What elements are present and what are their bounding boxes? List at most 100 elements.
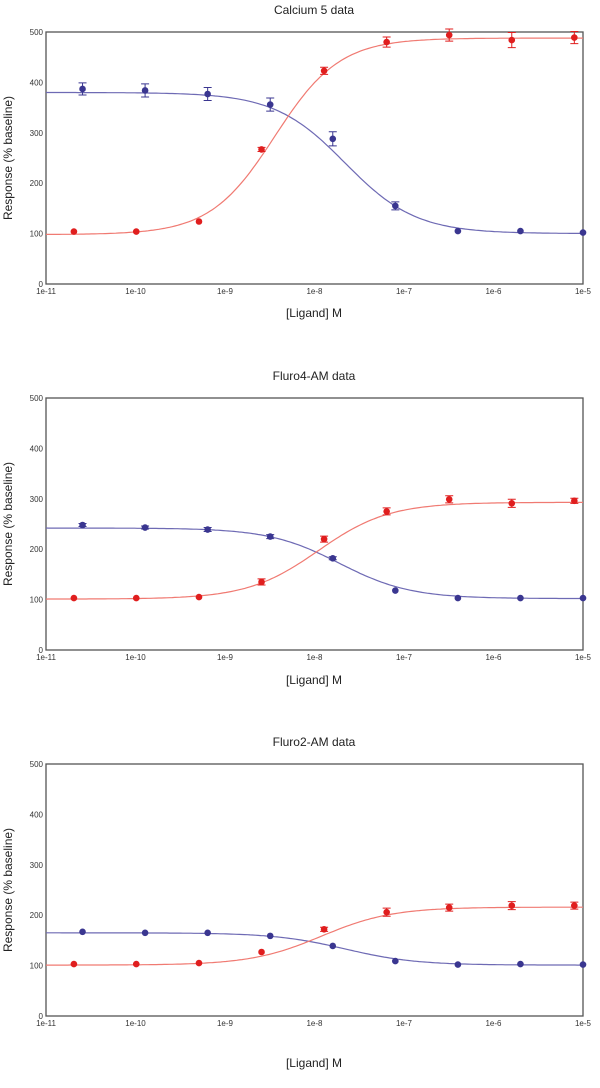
y-tick-label: 0 bbox=[39, 646, 44, 655]
y-tick-label: 400 bbox=[30, 444, 44, 453]
data-point bbox=[204, 526, 211, 533]
data-point bbox=[79, 928, 86, 936]
data-point bbox=[204, 90, 211, 98]
x-tick-label: 1e-9 bbox=[217, 287, 234, 296]
y-tick-label: 0 bbox=[39, 1012, 44, 1021]
data-point bbox=[508, 500, 516, 507]
data-point bbox=[445, 496, 453, 503]
plot-frame bbox=[45, 763, 584, 1017]
x-tick-label: 1e-8 bbox=[306, 1019, 323, 1028]
x-tick-label: 1e-8 bbox=[306, 653, 323, 662]
x-tick-label: 1e-5 bbox=[575, 653, 592, 662]
y-tick-label: 300 bbox=[30, 495, 44, 504]
data-point bbox=[517, 594, 524, 602]
y-tick-label: 500 bbox=[30, 28, 44, 37]
x-tick-label: 1e-10 bbox=[125, 287, 146, 296]
x-tick-label: 1e-10 bbox=[125, 653, 146, 662]
chart-title: Fluro2-AM data bbox=[273, 735, 356, 749]
y-tick-label: 500 bbox=[30, 760, 44, 769]
x-tick-label: 1e-7 bbox=[396, 653, 413, 662]
fit-curve bbox=[46, 932, 583, 966]
data-point bbox=[266, 101, 274, 108]
data-point bbox=[141, 929, 149, 937]
y-tick-label: 300 bbox=[30, 129, 44, 138]
data-point bbox=[320, 67, 328, 75]
data-point bbox=[258, 948, 265, 956]
x-axis-label: [Ligand] M bbox=[286, 1056, 342, 1070]
y-tick-label: 300 bbox=[30, 861, 44, 870]
data-point bbox=[141, 524, 149, 531]
y-tick-label: 200 bbox=[30, 911, 44, 920]
data-point bbox=[258, 578, 265, 586]
x-tick-label: 1e-6 bbox=[485, 287, 502, 296]
data-point bbox=[79, 85, 86, 93]
series-2 bbox=[46, 901, 583, 968]
data-point bbox=[329, 942, 337, 950]
x-tick-label: 1e-7 bbox=[396, 1019, 413, 1028]
data-point bbox=[392, 587, 399, 594]
y-tick-label: 400 bbox=[30, 78, 44, 87]
y-tick-label: 200 bbox=[30, 545, 44, 554]
data-point bbox=[132, 960, 140, 968]
x-tick-label: 1e-6 bbox=[485, 1019, 502, 1028]
fit-curve bbox=[46, 906, 583, 966]
y-tick-label: 100 bbox=[30, 962, 44, 971]
y-axis-label: Response (% baseline) bbox=[1, 462, 15, 586]
y-tick-label: 100 bbox=[30, 596, 44, 605]
y-tick-label: 100 bbox=[30, 230, 44, 239]
series-1 bbox=[46, 928, 587, 968]
series-2 bbox=[45, 495, 583, 602]
chart-title: Calcium 5 data bbox=[274, 3, 354, 17]
data-point bbox=[445, 31, 453, 39]
series-2 bbox=[46, 28, 583, 235]
chart-2: Fluro4-AM data 0 100 200 300 400 500 1e-11 1e-10… bbox=[1, 369, 592, 687]
chart-3: Fluro2-AM data 0 100 200 300 400 500 1e-11 1e-10… bbox=[1, 735, 592, 1070]
data-point bbox=[132, 228, 140, 235]
data-point bbox=[383, 508, 390, 515]
x-tick-label: 1e-7 bbox=[396, 287, 413, 296]
data-point bbox=[195, 593, 203, 601]
data-point bbox=[320, 926, 328, 933]
y-tick-label: 400 bbox=[30, 810, 44, 819]
series-1 bbox=[46, 82, 587, 236]
x-tick-label: 1e-9 bbox=[217, 1019, 234, 1028]
data-point bbox=[383, 908, 390, 916]
data-point bbox=[571, 497, 578, 505]
x-tick-label: 1e-8 bbox=[306, 287, 323, 296]
data-point bbox=[70, 228, 78, 235]
chart-title: Fluro4-AM data bbox=[273, 369, 356, 383]
data-point bbox=[132, 594, 140, 602]
x-axis-label: [Ligand] M bbox=[286, 673, 342, 687]
fit-curve bbox=[46, 91, 583, 234]
y-tick-label: 0 bbox=[39, 280, 44, 289]
data-point bbox=[517, 960, 524, 968]
data-point bbox=[571, 34, 578, 41]
fit-curve bbox=[45, 527, 583, 600]
data-point bbox=[454, 594, 462, 602]
data-point bbox=[517, 227, 524, 235]
plot-frame bbox=[45, 397, 584, 651]
x-tick-label: 1e-6 bbox=[485, 653, 502, 662]
data-point bbox=[579, 229, 587, 236]
data-point bbox=[329, 135, 337, 143]
data-point bbox=[70, 960, 78, 968]
x-tick-label: 1e-5 bbox=[575, 287, 592, 296]
data-point bbox=[258, 146, 265, 153]
data-point bbox=[141, 87, 149, 94]
data-point bbox=[392, 202, 399, 210]
y-tick-label: 200 bbox=[30, 179, 44, 188]
data-point bbox=[204, 929, 211, 937]
data-point bbox=[79, 521, 86, 529]
data-point bbox=[454, 227, 462, 235]
x-tick-label: 1e-5 bbox=[575, 1019, 592, 1028]
data-point bbox=[195, 959, 203, 967]
x-tick-label: 1e-9 bbox=[217, 653, 234, 662]
data-point bbox=[383, 38, 390, 46]
x-tick-label: 1e-10 bbox=[125, 1019, 146, 1028]
chart-1: Calcium 5 data 0 100 200 300 400 500 1e-11 1e-10… bbox=[1, 3, 592, 320]
data-point bbox=[508, 36, 516, 44]
data-point bbox=[392, 957, 399, 965]
data-point bbox=[579, 594, 587, 602]
data-point bbox=[195, 218, 203, 225]
